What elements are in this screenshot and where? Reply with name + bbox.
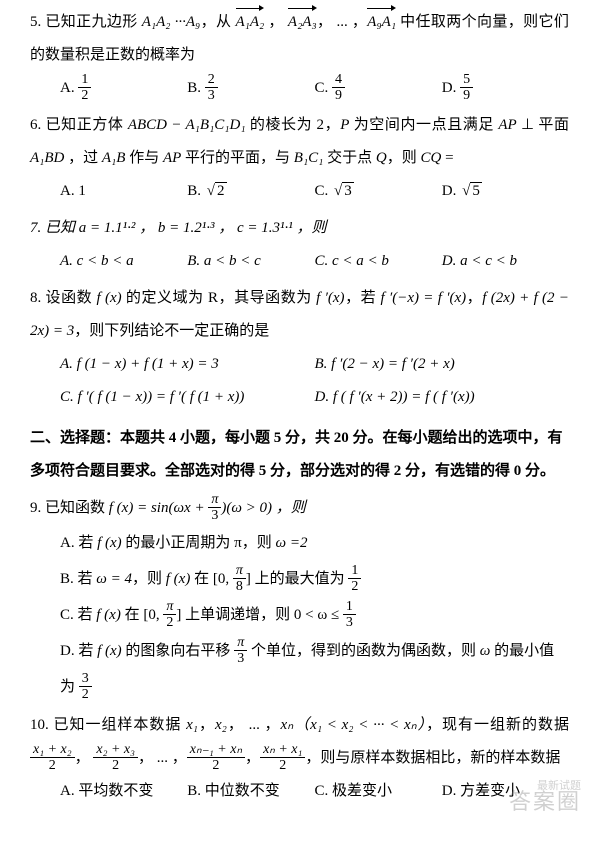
q5-choices: A. 12 B. 23 C. 49 D. 59 [30,72,569,105]
q10-text-a: 10. 已知一组样本数据 [30,717,186,733]
q6-text-d: ⊥ 平面 [517,117,569,133]
q6-AP2: AP [163,150,181,166]
q5-choice-c: C. 49 [315,72,442,105]
q10-paren: （x₁ < x₂ < ··· < xₙ） [293,717,426,733]
q5-vec2: A₂A₃ [288,6,317,39]
q9-choice-a: A. 若 f (x) 的最小正周期为 π，则 ω =2 [60,525,569,561]
q8-choice-d: D. f ( f ′(x + 2)) = f ( f ′(x)) [315,381,570,414]
q7-text: 7. 已知 a = 1.1¹·² ， b = 1.2¹·³ ， c = 1.3¹… [30,220,327,236]
q10-text-b: ，现有一组新的数据 [426,717,569,733]
question-6: 6. 已知正方体 ABCD − A₁B₁C₁D₁ 的棱长为 2，P 为空间内一点… [30,109,569,208]
q8-choice-b: B. f ′(2 − x) = f ′(2 + x) [315,348,570,381]
q5-dots: ， ... ， [317,14,368,30]
q8-fx: f (x) [97,290,122,306]
q9-choice-c: C. 若 f (x) 在 [0, π2] 上单调递增，则 0 < ω ≤ 13 [60,597,569,633]
q5-choice-b: B. 23 [187,72,314,105]
q7-choice-c: C. c < a < b [315,245,442,278]
q8-comma: ， [466,290,482,306]
q10-dots2: ， ... ， [138,750,187,766]
q8-text-d: ，则下列结论不一定正确的是 [74,323,269,339]
q10-choice-a: A. 平均数不变 [60,775,187,808]
q9-text-b: )(ω > 0) ，则 [221,500,305,516]
q6-text-a: 6. 已知正方体 [30,117,128,133]
q5-choice-a: A. 12 [60,72,187,105]
q7-choice-b: B. a < b < c [187,245,314,278]
q5-vec3: A₉A₁ [367,6,396,39]
q5-stem: 5. 已知正九边形 A₁A₂ ···A₉，从 A₁A₂ ， A₂A₃， ... … [30,6,569,72]
q7-choice-d: D. a < c < b [442,245,569,278]
q6-text-g: 平行的平面，与 [181,150,294,166]
question-10: 10. 已知一组样本数据 x₁，x₂， ... ，xₙ（x₁ < x₂ < ··… [30,709,569,808]
q8-choices: A. f (1 − x) + f (1 + x) = 3 B. f ′(2 − … [30,348,569,414]
q5-vec1: A₁A₂ [236,6,265,39]
q6-plane: A₁BD [30,150,64,166]
q9-text-a: 9. 已知函数 [30,500,109,516]
q10-xn: xₙ [281,717,294,733]
q6-B1C1: B₁C₁ [294,150,324,166]
q8-choice-c: C. f ′( f (1 − x)) = f ′( f (1 + x)) [60,381,315,414]
q6-stem: 6. 已知正方体 ABCD − A₁B₁C₁D₁ 的棱长为 2，P 为空间内一点… [30,109,569,175]
q10-choices: A. 平均数不变 B. 中位数不变 C. 极差变小 D. 方差变小 [30,775,569,808]
q9-choice-d: D. 若 f (x) 的图象向右平移 π3 个单位，得到的函数为偶函数，则 ω … [60,633,569,705]
q10-c2: ， ... ， [227,717,281,733]
q6-text-b: 的棱长为 2， [246,117,341,133]
question-5: 5. 已知正九边形 A₁A₂ ···A₉，从 A₁A₂ ， A₂A₃， ... … [30,6,569,105]
q10-comma1: ， [75,750,90,766]
q10-comma2: ， [245,750,260,766]
q5-text-b: ，从 [200,14,235,30]
q10-text-c: ，则与原样本数据相比，新的样本数据 [305,750,560,766]
q6-Q: Q [376,150,387,166]
q7-stem: 7. 已知 a = 1.1¹·² ， b = 1.2¹·³ ， c = 1.3¹… [30,212,569,245]
q5-poly: A₁A₂ ···A₉ [142,14,201,30]
q6-text-h: 交于点 [323,150,376,166]
q8-stem: 8. 设函数 f (x) 的定义域为 R，其导函数为 f ′(x)，若 f ′(… [30,282,569,348]
q9-stem: 9. 已知函数 f (x) = sin(ωx + π3)(ω > 0) ，则 [30,492,569,525]
q6-choices: A. 1 B. 2 C. 3 D. 5 [30,175,569,208]
q5-text-a: 5. 已知正九边形 [30,14,142,30]
q8-fpx: f ′(x) [316,290,344,306]
q6-cube: ABCD − A₁B₁C₁D₁ [128,117,246,133]
q6-choice-b: B. 2 [187,175,314,208]
q10-choice-d: D. 方差变小 [442,775,569,808]
q6-text-c: 为空间内一点且满足 [349,117,498,133]
q6-AP: AP [498,117,516,133]
question-8: 8. 设函数 f (x) 的定义域为 R，其导函数为 f ′(x)，若 f ′(… [30,282,569,414]
q6-A1B: A₁B [102,150,126,166]
q9-choice-b: B. 若 ω = 4，则 f (x) 在 [0, π8] 上的最大值为 12 [60,561,569,597]
q10-stem: 10. 已知一组样本数据 x₁，x₂， ... ，xₙ（x₁ < x₂ < ··… [30,709,569,775]
q10-choice-c: C. 极差变小 [315,775,442,808]
q6-choice-d: D. 5 [442,175,569,208]
q5-choice-d: D. 59 [442,72,569,105]
q8-choice-a: A. f (1 − x) + f (1 + x) = 3 [60,348,315,381]
q7-choice-a: A. c < b < a [60,245,187,278]
q8-text-c: ，若 [345,290,381,306]
q9-fx: f (x) = sin(ωx + [109,500,209,516]
q9-subitems: A. 若 f (x) 的最小正周期为 π，则 ω =2 B. 若 ω = 4，则… [30,525,569,705]
q6-text-f: 作与 [125,150,163,166]
q6-text-j: = [441,150,453,166]
question-9: 9. 已知函数 f (x) = sin(ωx + π3)(ω > 0) ，则 A… [30,492,569,705]
q6-text-i: ，则 [387,150,421,166]
q8-text-a: 8. 设函数 [30,290,97,306]
q7-choices: A. c < b < a B. a < b < c C. c < a < b D… [30,245,569,278]
q8-text-b: 的定义域为 R，其导函数为 [122,290,317,306]
q10-c1: ， [198,717,215,733]
q10-choice-b: B. 中位数不变 [187,775,314,808]
q6-text-e: ，过 [64,150,102,166]
question-7: 7. 已知 a = 1.1¹·² ， b = 1.2¹·³ ， c = 1.3¹… [30,212,569,278]
q6-choice-a: A. 1 [60,175,187,208]
q8-eq1: f ′(−x) = f ′(x) [380,290,466,306]
q6-CQ: CQ [421,150,442,166]
q6-choice-c: C. 3 [315,175,442,208]
section-2-header: 二、选择题：本题共 4 小题，每小题 5 分，共 20 分。在每小题给出的选项中… [30,422,569,488]
q10-x2: x₂ [215,717,227,733]
q10-x1: x₁ [186,717,198,733]
q6-P: P [340,117,349,133]
